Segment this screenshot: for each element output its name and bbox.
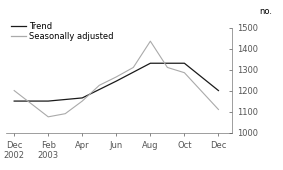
Seasonally adjusted <box>98 84 101 86</box>
Trend <box>81 97 84 99</box>
Trend <box>46 100 50 102</box>
Seasonally adjusted <box>166 66 169 69</box>
Seasonally adjusted <box>183 72 186 74</box>
Seasonally adjusted <box>149 40 152 42</box>
Line: Trend: Trend <box>14 63 218 101</box>
Seasonally adjusted <box>132 66 135 69</box>
Trend <box>183 62 186 64</box>
Line: Seasonally adjusted: Seasonally adjusted <box>14 41 218 117</box>
Trend <box>149 62 152 64</box>
Trend <box>115 80 118 82</box>
Text: no.: no. <box>259 7 272 16</box>
Seasonally adjusted <box>12 90 16 92</box>
Legend: Trend, Seasonally adjusted: Trend, Seasonally adjusted <box>10 21 114 42</box>
Seasonally adjusted <box>217 108 220 111</box>
Trend <box>217 90 220 92</box>
Trend <box>12 100 16 102</box>
Seasonally adjusted <box>81 100 84 102</box>
Seasonally adjusted <box>46 116 50 118</box>
Seasonally adjusted <box>115 76 118 78</box>
Seasonally adjusted <box>64 113 67 115</box>
